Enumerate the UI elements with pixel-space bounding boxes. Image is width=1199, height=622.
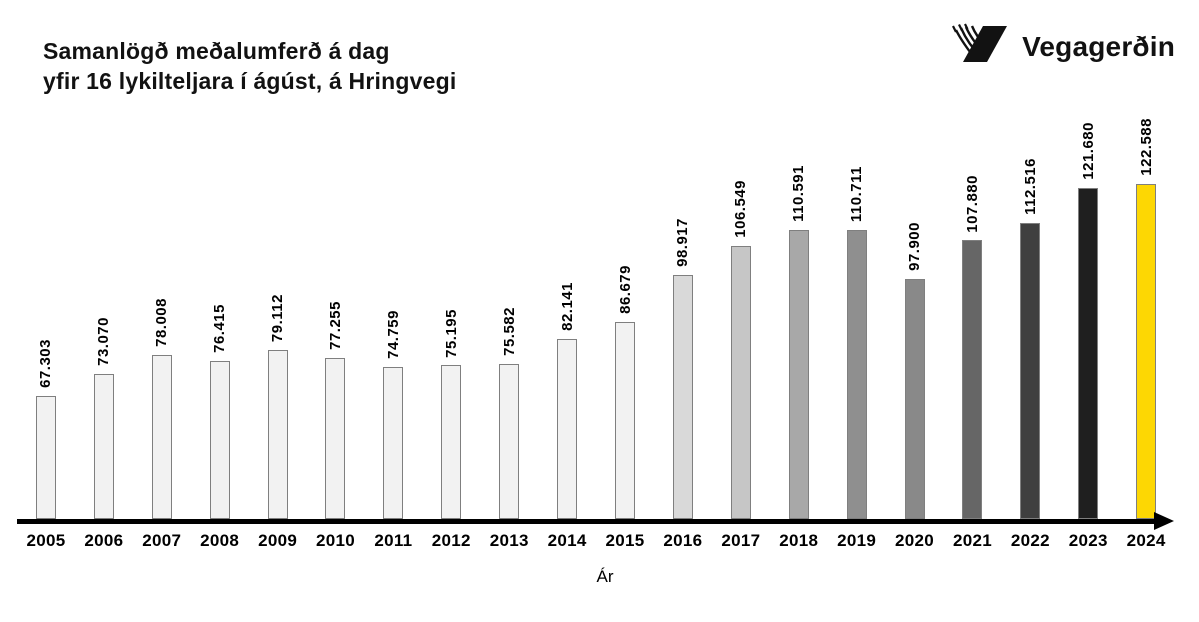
chart-title: Samanlögð meðalumferð á dag yfir 16 lyki… — [43, 36, 456, 96]
bar-value-label: 75.582 — [500, 307, 518, 356]
bar-2024 — [1136, 184, 1157, 519]
bar-column-2017: 106.549 — [712, 0, 770, 519]
x-tick-2008: 2008 — [200, 531, 240, 550]
bar-2019 — [846, 229, 867, 519]
bar-2021 — [962, 240, 983, 519]
bar-2023 — [1078, 187, 1099, 519]
bar-column-2020: 97.900 — [886, 0, 944, 519]
bar-column-2023: 121.680 — [1059, 0, 1117, 519]
bar-2022 — [1020, 222, 1041, 519]
x-axis-line — [17, 519, 1160, 524]
bar-value-label: 79.112 — [269, 294, 287, 343]
bar-value-label: 76.415 — [211, 303, 229, 353]
bar-value-label: 110.711 — [848, 165, 866, 222]
bar-2007 — [151, 354, 172, 519]
x-tick-2018: 2018 — [779, 531, 819, 550]
x-tick-2011: 2011 — [374, 531, 413, 550]
x-tick-2009: 2009 — [258, 531, 298, 550]
x-axis-arrow-icon — [1154, 512, 1174, 530]
bar-column-2010: 77.255 — [307, 0, 365, 519]
x-axis-tick-labels: 2005 2006 2007 2008 2009 2010 2011 2012 2013 2014… — [17, 531, 1175, 551]
bar-value-label: 82.141 — [558, 281, 576, 331]
x-axis-title: Ár — [596, 567, 614, 586]
bar-value-label: 74.759 — [384, 310, 402, 359]
bar-column-2006: 73.070 — [75, 0, 133, 519]
bar-value-label: 121.680 — [1079, 121, 1097, 180]
bar-2011 — [383, 367, 404, 519]
bar-column-2015: 86.679 — [596, 0, 654, 519]
x-tick-2013: 2013 — [489, 531, 529, 550]
bar-column-2021: 107.880 — [944, 0, 1002, 519]
chart-title-line1: Samanlögð meðalumferð á dag — [43, 38, 390, 64]
bar-2010 — [325, 357, 346, 519]
bar-value-label: 106.549 — [732, 179, 750, 238]
bar-2020 — [904, 278, 925, 519]
x-tick-2021: 2021 — [952, 531, 992, 550]
x-tick-2010: 2010 — [315, 531, 355, 550]
x-tick-2007: 2007 — [142, 531, 182, 550]
bar-value-label: 77.255 — [326, 300, 344, 350]
bar-column-2005: 67.303 — [17, 0, 75, 519]
bar-2012 — [441, 365, 462, 519]
bar-value-label: 122.588 — [1137, 118, 1155, 177]
bar-value-label: 67.303 — [37, 338, 55, 388]
bar-value-label: 97.900 — [906, 221, 924, 271]
bar-plot-area: 67.303 73.070 78.008 76.415 79.112 77.255 74.7… — [17, 0, 1175, 519]
bar-column-2014: 82.141 — [538, 0, 596, 519]
x-tick-2022: 2022 — [1010, 531, 1050, 550]
bar-value-label: 107.880 — [963, 174, 981, 233]
bar-column-2024: 122.588 — [1117, 0, 1175, 519]
bar-value-label: 112.516 — [1021, 157, 1039, 215]
x-tick-2005: 2005 — [26, 531, 66, 550]
vegagerdin-logo: Vegagerðin — [949, 22, 1175, 71]
vegagerdin-logo-icon — [949, 22, 1011, 71]
bar-column-2019: 110.711 — [828, 0, 886, 519]
bar-column-2022: 112.516 — [1001, 0, 1059, 519]
x-tick-2015: 2015 — [605, 531, 645, 550]
bar-value-label: 86.679 — [616, 264, 634, 314]
x-tick-2014: 2014 — [547, 531, 587, 550]
bar-2005 — [35, 395, 56, 519]
bar-2008 — [209, 360, 230, 519]
x-tick-2023: 2023 — [1068, 531, 1108, 550]
bar-value-label: 73.070 — [95, 316, 113, 366]
bar-column-2011: 74.759 — [364, 0, 422, 519]
x-tick-2017: 2017 — [721, 531, 761, 550]
bar-value-label: 75.195 — [442, 308, 460, 358]
bar-2009 — [267, 350, 288, 519]
bar-value-label: 78.008 — [153, 297, 171, 347]
vegagerdin-logo-text: Vegagerðin — [1022, 30, 1175, 62]
bar-column-2008: 76.415 — [191, 0, 249, 519]
x-tick-2019: 2019 — [837, 531, 877, 550]
bar-column-2012: 75.195 — [422, 0, 480, 519]
bar-column-2007: 78.008 — [133, 0, 191, 519]
bar-2013 — [499, 363, 520, 519]
bar-2015 — [615, 321, 636, 519]
bar-column-2018: 110.591 — [770, 0, 828, 519]
bar-2014 — [557, 338, 578, 519]
x-tick-2012: 2012 — [431, 531, 471, 550]
bar-2006 — [93, 373, 114, 519]
x-tick-2006: 2006 — [84, 531, 124, 550]
bar-column-2009: 79.112 — [249, 0, 307, 519]
bar-value-label: 110.591 — [790, 165, 808, 223]
bar-2018 — [788, 230, 809, 519]
x-tick-2020: 2020 — [895, 531, 935, 550]
bar-column-2013: 75.582 — [480, 0, 538, 519]
bar-column-2016: 98.917 — [654, 0, 712, 519]
chart-title-line2: yfir 16 lykilteljara í ágúst, á Hringveg… — [43, 68, 457, 94]
x-tick-2024: 2024 — [1126, 531, 1166, 550]
x-tick-2016: 2016 — [663, 531, 703, 550]
bar-2017 — [730, 245, 751, 519]
bar-2016 — [672, 274, 693, 519]
bar-value-label: 98.917 — [674, 217, 692, 267]
